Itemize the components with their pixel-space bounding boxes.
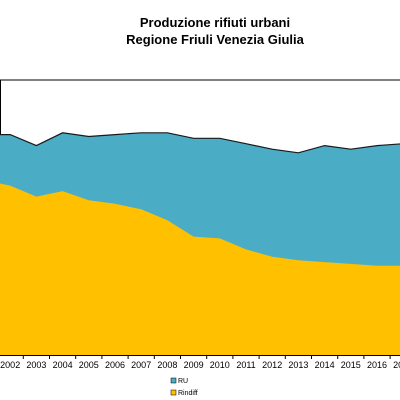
x-tick-label: 2003 (26, 360, 46, 370)
legend-swatch-ru (170, 377, 177, 384)
legend-swatch-rindiff (170, 389, 177, 396)
x-tick-label: 2015 (341, 360, 361, 370)
x-tick-label: 2002 (0, 360, 20, 370)
x-tick-label: 2009 (184, 360, 204, 370)
x-tick-label: 2008 (157, 360, 177, 370)
chart-title: Produzione rifiuti urbani Regione Friuli… (0, 14, 400, 48)
legend-label-rindiff: Rindiff (178, 390, 198, 397)
legend: RU Rindiff (170, 377, 198, 397)
legend-label-ru: RU (178, 378, 188, 385)
line-ru (0, 132, 400, 154)
x-tick-label: 2017 (393, 360, 400, 370)
chart-title-line1: Produzione rifiuti urbani (139, 15, 291, 30)
x-tick-label: 2007 (131, 360, 151, 370)
x-tick-label: 2006 (105, 360, 125, 370)
chart-title-line2: Regione Friuli Venezia Giulia (126, 32, 304, 47)
x-tick-label: 2004 (53, 360, 73, 370)
area-series-group (0, 132, 400, 355)
x-tick-label: 2013 (288, 360, 308, 370)
x-tick-label: 2016 (367, 360, 387, 370)
x-tick-label: 2011 (236, 360, 255, 370)
x-axis: 2002 2003 2004 2005 2006 2007 2008 2009 2010 2011… (0, 355, 400, 370)
x-tick-label: 2012 (262, 360, 282, 370)
area-rindiff (0, 183, 400, 355)
x-tick-label: 2010 (210, 360, 230, 370)
x-tick-label: 2014 (315, 360, 335, 370)
x-tick-label: 2005 (79, 360, 99, 370)
